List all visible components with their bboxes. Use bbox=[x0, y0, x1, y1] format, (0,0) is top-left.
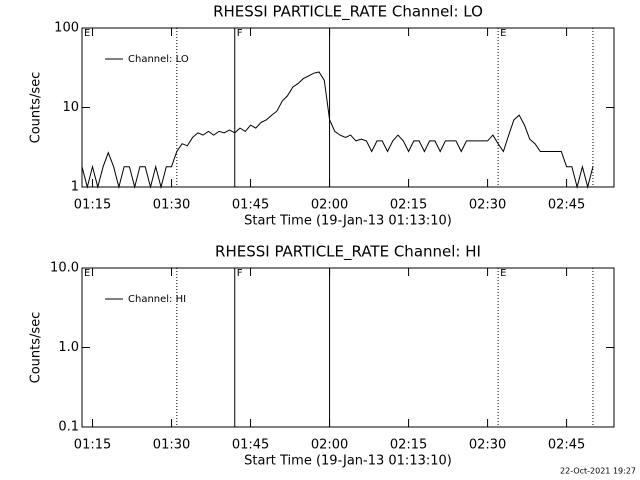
y-tick-label: 100 bbox=[54, 21, 79, 36]
x-tick-label: 02:45 bbox=[548, 438, 585, 453]
x-tick-label: 01:15 bbox=[74, 438, 111, 453]
y-tick-label: 1.0 bbox=[58, 340, 79, 355]
y-tick-label: 1 bbox=[71, 180, 79, 195]
event-flag: E bbox=[84, 268, 90, 279]
timestamp: 22-Oct-2021 19:27 bbox=[560, 467, 636, 476]
y-axis-label: Counts/sec bbox=[29, 72, 44, 144]
x-tick-label: 01:15 bbox=[74, 198, 111, 213]
x-tick-label: 01:45 bbox=[232, 198, 269, 213]
x-tick-label: 02:00 bbox=[311, 198, 348, 213]
y-tick-label: 10.0 bbox=[50, 261, 79, 276]
event-flag: E bbox=[500, 268, 506, 279]
x-tick-label: 02:30 bbox=[469, 198, 506, 213]
x-tick-label: 01:45 bbox=[232, 438, 269, 453]
event-flag: F bbox=[237, 268, 243, 279]
chart-title: RHESSI PARTICLE_RATE Channel: LO bbox=[213, 3, 483, 22]
y-axis-label: Counts/sec bbox=[29, 312, 44, 384]
plot-frame bbox=[81, 27, 615, 188]
x-axis-label: Start Time (19-Jan-13 01:13:10) bbox=[244, 454, 452, 469]
chart-title: RHESSI PARTICLE_RATE Channel: HI bbox=[215, 243, 481, 262]
y-tick-label: 10 bbox=[62, 100, 79, 115]
x-axis-label: Start Time (19-Jan-13 01:13:10) bbox=[244, 214, 452, 229]
x-tick-label: 01:30 bbox=[153, 438, 190, 453]
x-tick-label: 02:00 bbox=[311, 438, 348, 453]
x-tick-label: 02:15 bbox=[390, 438, 427, 453]
plot-frame bbox=[81, 267, 615, 428]
x-tick-label: 02:15 bbox=[390, 198, 427, 213]
x-tick-label: 02:45 bbox=[548, 198, 585, 213]
x-tick-label: 02:30 bbox=[469, 438, 506, 453]
data-line bbox=[81, 71, 594, 189]
event-flag: E bbox=[84, 28, 90, 39]
event-flag: F bbox=[237, 28, 243, 39]
legend-label: Channel: HI bbox=[128, 294, 186, 305]
event-flag: E bbox=[500, 28, 506, 39]
x-tick-label: 01:30 bbox=[153, 198, 190, 213]
y-tick-label: 0.1 bbox=[58, 420, 79, 435]
legend-label: Channel: LO bbox=[128, 54, 189, 65]
